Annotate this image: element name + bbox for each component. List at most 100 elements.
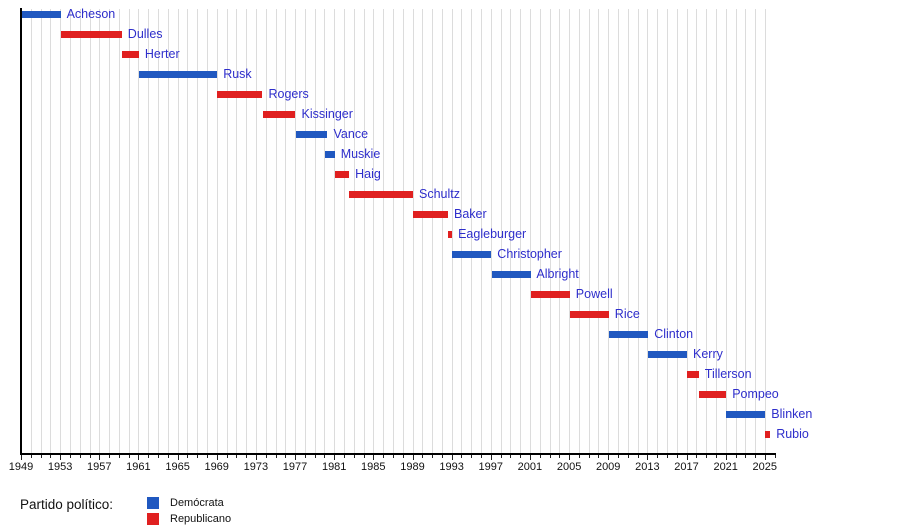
bar-label: Albright — [536, 266, 579, 281]
year-gridline — [647, 9, 649, 453]
x-tick-label: 2001 — [517, 461, 543, 473]
minor-tick — [69, 455, 71, 458]
bar-label: Vance — [333, 126, 369, 141]
year-gridline — [187, 9, 189, 453]
year-gridline — [745, 9, 747, 453]
year-gridline — [696, 9, 698, 453]
year-gridline — [500, 9, 502, 453]
year-gridline — [207, 9, 208, 453]
year-gridline — [657, 9, 659, 453]
minor-tick — [588, 455, 590, 458]
minor-tick — [344, 455, 345, 458]
minor-tick — [314, 455, 316, 458]
major-tick — [529, 455, 531, 460]
major-tick — [373, 455, 375, 460]
year-gridline — [618, 9, 619, 453]
major-tick — [216, 455, 218, 460]
timeline-bar — [765, 430, 771, 438]
minor-tick — [461, 455, 463, 458]
year-gridline — [167, 9, 169, 453]
minor-tick — [402, 455, 404, 458]
democrat-color-swatch — [147, 497, 159, 509]
timeline-bar — [608, 330, 649, 338]
minor-tick — [275, 455, 277, 458]
x-tick-label: 1973 — [243, 461, 269, 473]
year-gridline — [197, 9, 199, 453]
year-gridline — [50, 9, 52, 453]
bar-label: Muskie — [340, 146, 381, 161]
year-gridline — [158, 9, 159, 453]
year-gridline — [490, 9, 492, 453]
legend-label-democrat: Demócrata — [170, 497, 224, 509]
year-gridline — [422, 9, 424, 453]
minor-tick — [471, 455, 473, 458]
major-tick — [569, 455, 571, 460]
minor-tick — [167, 455, 169, 458]
year-gridline — [569, 9, 571, 453]
x-tick-label: 1965 — [165, 461, 190, 473]
bar-label: Pompeo — [732, 386, 779, 401]
timeline-bar — [699, 390, 727, 398]
year-gridline — [295, 9, 296, 453]
minor-tick — [666, 455, 668, 458]
minor-tick — [774, 455, 776, 458]
bar-label: Kerry — [693, 346, 723, 361]
year-gridline — [520, 9, 522, 453]
year-gridline — [471, 9, 473, 453]
year-gridline — [441, 9, 443, 453]
bar-label: Rogers — [268, 86, 309, 101]
minor-tick — [559, 455, 561, 458]
minor-tick — [304, 455, 306, 458]
minor-tick — [510, 455, 512, 458]
major-tick — [608, 455, 610, 460]
timeline-bar — [569, 310, 609, 318]
legend: Partido político: Demócrata Republicano — [0, 490, 900, 531]
x-axis-line — [20, 453, 776, 455]
minor-tick — [285, 455, 287, 458]
year-gridline — [676, 9, 678, 453]
timeline-bar — [452, 250, 492, 258]
x-tick-label: 2021 — [713, 461, 738, 473]
minor-tick — [715, 455, 717, 458]
year-gridline — [383, 9, 385, 453]
major-tick — [21, 455, 22, 460]
major-tick — [764, 455, 766, 460]
minor-tick — [627, 455, 629, 458]
minor-tick — [618, 455, 619, 458]
timeline-bar — [21, 10, 61, 18]
minor-tick — [226, 455, 228, 458]
major-tick — [725, 455, 727, 460]
timeline-bar — [60, 30, 122, 38]
x-tick-label: 2025 — [752, 461, 778, 473]
timeline-bar — [530, 290, 570, 298]
x-tick-label: 2013 — [635, 461, 660, 473]
x-tick-label: 1993 — [439, 461, 464, 473]
year-gridline — [353, 9, 355, 453]
x-tick-label: 1953 — [47, 461, 73, 473]
year-gridline — [627, 9, 629, 453]
major-tick — [412, 455, 414, 460]
year-gridline — [285, 9, 287, 453]
timeline-bar — [491, 270, 531, 278]
year-gridline — [755, 9, 756, 453]
minor-tick — [696, 455, 698, 458]
year-gridline — [118, 9, 120, 453]
year-gridline — [402, 9, 404, 453]
major-tick — [138, 455, 140, 460]
minor-tick — [79, 455, 81, 458]
year-gridline — [578, 9, 580, 453]
bar-label: Rusk — [223, 66, 252, 81]
x-tick-label: 1997 — [478, 461, 504, 473]
year-gridline — [598, 9, 600, 453]
year-gridline — [334, 9, 336, 453]
year-gridline — [539, 9, 541, 453]
year-gridline — [226, 9, 228, 453]
minor-tick — [363, 455, 365, 458]
minor-tick — [706, 455, 708, 458]
y-axis-line — [20, 8, 22, 455]
bar-label: Clinton — [654, 326, 694, 341]
minor-tick — [89, 455, 91, 458]
minor-tick — [422, 455, 424, 458]
major-tick — [647, 455, 649, 460]
year-gridline — [304, 9, 306, 453]
